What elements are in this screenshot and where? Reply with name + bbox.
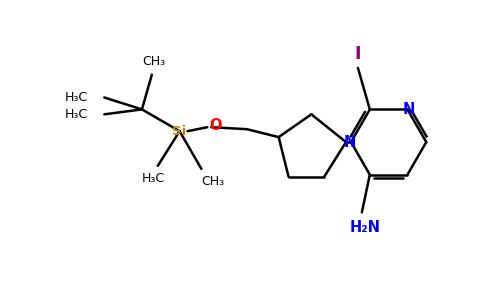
Text: H₃C: H₃C	[141, 172, 165, 185]
Text: H₃C: H₃C	[64, 91, 88, 104]
Text: H₂N: H₂N	[349, 220, 380, 235]
Text: N: N	[344, 135, 356, 150]
Text: O: O	[209, 118, 222, 133]
Text: I: I	[355, 45, 361, 63]
Text: H₃C: H₃C	[64, 108, 88, 121]
Text: N: N	[402, 102, 415, 117]
Text: CH₃: CH₃	[202, 175, 225, 188]
Text: Si: Si	[172, 125, 187, 138]
Text: CH₃: CH₃	[142, 55, 166, 68]
